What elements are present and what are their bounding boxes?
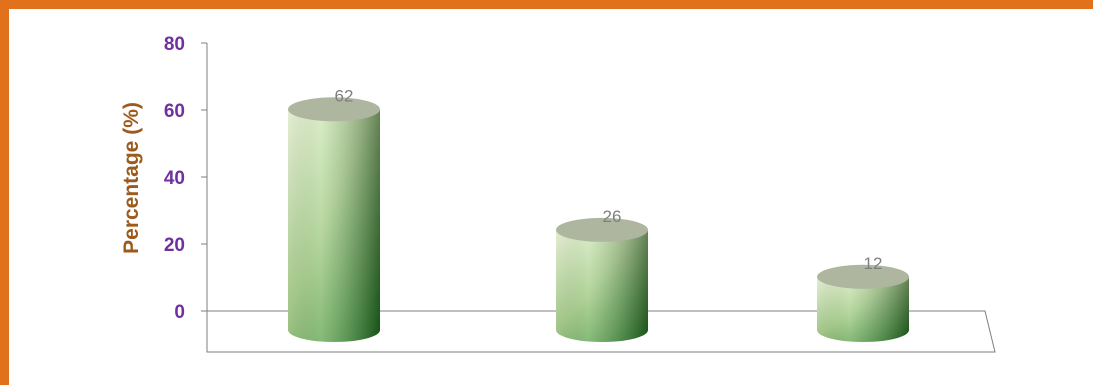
y-axis-title: Percentage (%) bbox=[120, 102, 143, 254]
frame-top-border bbox=[0, 0, 1093, 9]
bar-1 bbox=[288, 97, 380, 342]
data-label: 62 bbox=[335, 86, 354, 105]
bars-group bbox=[288, 97, 909, 342]
bar-top bbox=[556, 217, 648, 242]
bar-shade bbox=[817, 276, 909, 342]
bar-top bbox=[288, 97, 380, 122]
data-label: 12 bbox=[864, 254, 883, 273]
floor-outline bbox=[206, 310, 996, 353]
y-tick-label: 20 bbox=[164, 235, 185, 256]
y-tick-label: 0 bbox=[174, 302, 185, 323]
data-labels-group: 62 26 12 bbox=[335, 86, 883, 272]
bar-shade bbox=[556, 229, 648, 342]
y-tick-label: 80 bbox=[164, 34, 185, 55]
chart-floor bbox=[206, 310, 996, 353]
bar-3 bbox=[817, 264, 909, 342]
bar-top bbox=[817, 264, 909, 289]
y-tick-label: 60 bbox=[164, 101, 185, 122]
y-tick-label: 40 bbox=[164, 168, 185, 189]
frame-left-border bbox=[0, 0, 9, 385]
data-label: 26 bbox=[603, 207, 622, 226]
y-axis: 0 20 40 60 80 bbox=[164, 34, 208, 323]
bar-shade bbox=[288, 109, 380, 342]
bar-2 bbox=[556, 217, 648, 342]
